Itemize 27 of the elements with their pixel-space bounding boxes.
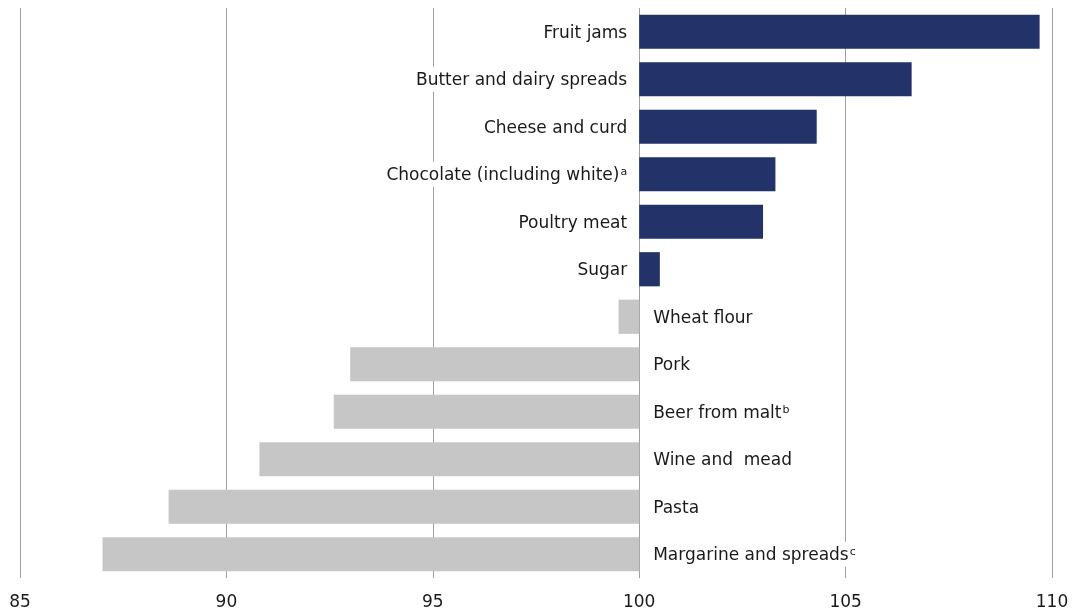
x-tick-label: 105 [829, 590, 862, 611]
bar [639, 14, 1040, 49]
y-tick-label: Butter and dairy spreads [416, 69, 628, 90]
x-tick-label: 85 [9, 590, 31, 611]
bar [350, 347, 640, 382]
bar [168, 489, 640, 524]
y-tick-label: Wine and mead [653, 449, 793, 470]
bar [639, 157, 776, 192]
x-tick-label: 95 [421, 590, 444, 611]
y-tick-label: Sugar [577, 259, 628, 280]
y-tick-label: Cheese and curd [483, 116, 628, 137]
y-tick-label: Pork [653, 354, 691, 375]
bar [618, 299, 640, 334]
x-tick-label: 110 [1035, 590, 1069, 611]
bar [259, 442, 640, 477]
bar [102, 537, 640, 572]
x-tick-label: 90 [215, 590, 238, 611]
y-tick-label: Fruit jams [543, 21, 628, 42]
y-tick-label: Pasta [653, 496, 700, 517]
y-tick-label: Wheat flour [653, 306, 753, 327]
x-tick-label: 100 [622, 590, 656, 611]
bar [639, 109, 817, 144]
bar [333, 394, 640, 429]
bar [639, 62, 912, 97]
bar [639, 204, 764, 239]
bar [639, 252, 660, 287]
y-tick-label: Poultry meat [518, 211, 628, 232]
